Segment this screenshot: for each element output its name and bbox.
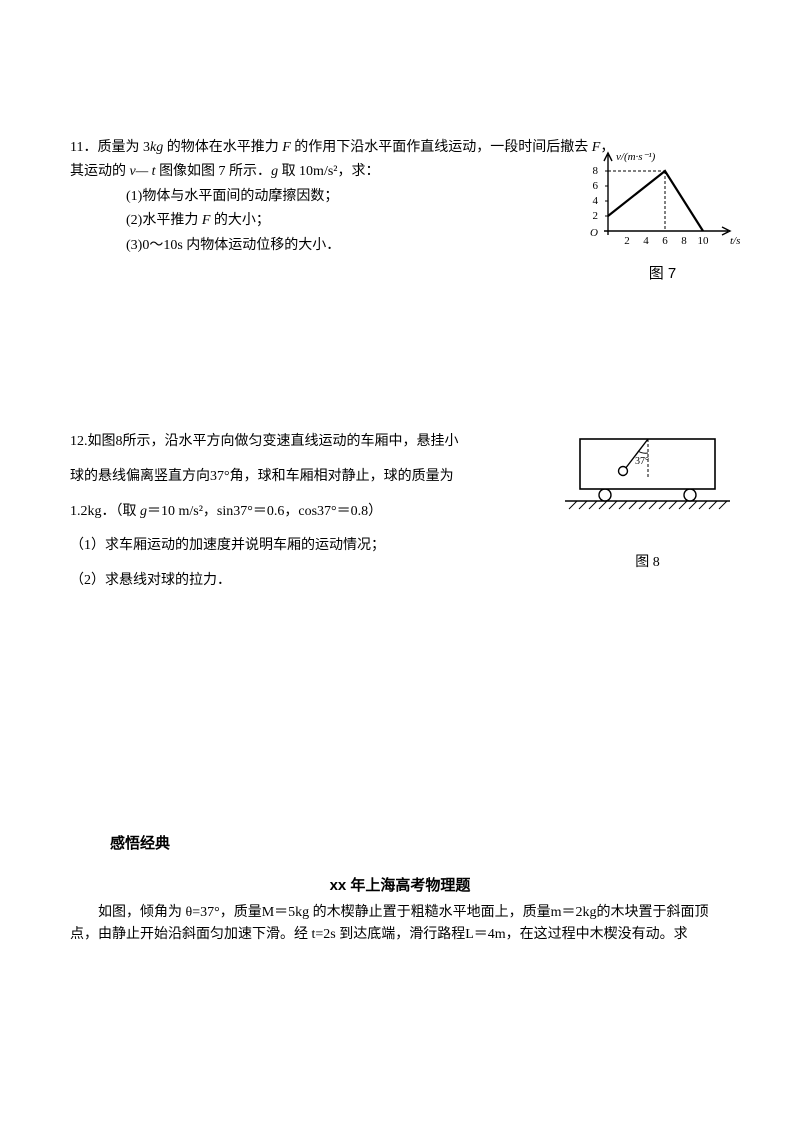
q11-l2a: 其运动的 (70, 164, 130, 179)
q11-l1c: 的作用下沿水平面作直线运动，一段时间后撤去 (291, 140, 592, 155)
q11-l2c: 取 10m/s²，求： (278, 164, 379, 179)
section-title: 感悟经典 (110, 832, 730, 856)
svg-text:6: 6 (662, 235, 668, 247)
q11-sub2b: 的大小； (210, 213, 270, 228)
svg-text:6: 6 (593, 180, 599, 192)
g: g (271, 164, 278, 179)
svg-text:2: 2 (624, 235, 630, 247)
exam-title: xx 年上海高考物理题 (70, 874, 730, 898)
fig7-caption: 图 7 (580, 262, 745, 286)
question-11: 11．质量为 3kg 的物体在水平推力 F 的作用下沿水平面作直线运动，一段时间… (70, 137, 730, 257)
svg-text:t/s: t/s (730, 235, 740, 247)
vt: v— t (130, 164, 156, 179)
final-p1: 如图，倾角为 θ=37°，质量M＝5kg 的木楔静止置于粗糙水平地面上，质量m＝… (70, 902, 730, 947)
q11-l2b: 图像如图 7 所示． (156, 164, 272, 179)
figure-8: 37° 图 8 (565, 433, 730, 579)
F1: F (282, 140, 291, 155)
carriage-svg: 37° (565, 433, 730, 513)
q11-l1a: 11．质量为 3 (70, 140, 150, 155)
svg-text:O: O (590, 227, 598, 239)
figure-7: 2 4 6 8 O 2 4 6 8 10 (580, 149, 745, 286)
svg-text:10: 10 (698, 235, 710, 247)
q12-l1: 12.如图8所示，沿水平方向做匀变速直线运动的车厢中，悬挂小 (70, 427, 540, 458)
vt-graph-svg: 2 4 6 8 O 2 4 6 8 10 (580, 149, 745, 254)
q12-l2: 球的悬线偏离竖直方向37°角，球和车厢相对静止，球的质量为 (70, 462, 540, 493)
svg-text:8: 8 (593, 165, 599, 177)
fig8-caption: 图 8 (565, 548, 730, 579)
question-12: 12.如图8所示，沿水平方向做匀变速直线运动的车厢中，悬挂小 球的悬线偏离竖直方… (70, 427, 730, 597)
q11-sub2a: (2)水平推力 (126, 213, 202, 228)
kg: kg (150, 140, 163, 155)
svg-text:8: 8 (681, 235, 687, 247)
svg-text:4: 4 (593, 195, 599, 207)
svg-text:v/(m·s⁻¹): v/(m·s⁻¹) (616, 151, 656, 163)
svg-text:2: 2 (593, 210, 599, 222)
q12-l3a: 1.2kg．（取 (70, 504, 140, 519)
svg-text:37°: 37° (635, 456, 649, 467)
svg-text:4: 4 (643, 235, 649, 247)
q12-l3b: ＝10 m/s²，sin37°＝0.6，cos37°＝0.8） (147, 504, 382, 519)
q11-l1b: 的物体在水平推力 (163, 140, 282, 155)
g2: g (140, 504, 147, 519)
